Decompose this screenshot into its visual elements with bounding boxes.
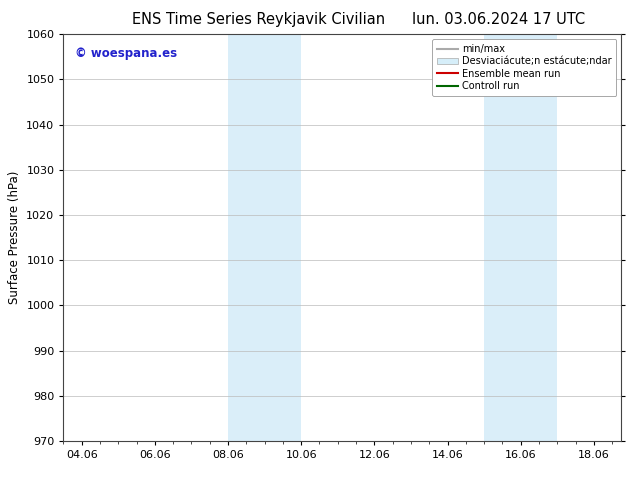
Bar: [484, 34, 521, 441]
Text: ENS Time Series Reykjavik Civilian: ENS Time Series Reykjavik Civilian: [132, 12, 385, 27]
Text: © woespana.es: © woespana.es: [75, 47, 177, 59]
Bar: [521, 34, 557, 441]
Text: lun. 03.06.2024 17 UTC: lun. 03.06.2024 17 UTC: [412, 12, 585, 27]
Y-axis label: Surface Pressure (hPa): Surface Pressure (hPa): [8, 171, 21, 304]
Legend: min/max, Desviaciácute;n estácute;ndar, Ensemble mean run, Controll run: min/max, Desviaciácute;n estácute;ndar, …: [432, 39, 616, 96]
Bar: [264, 34, 301, 441]
Bar: [228, 34, 264, 441]
